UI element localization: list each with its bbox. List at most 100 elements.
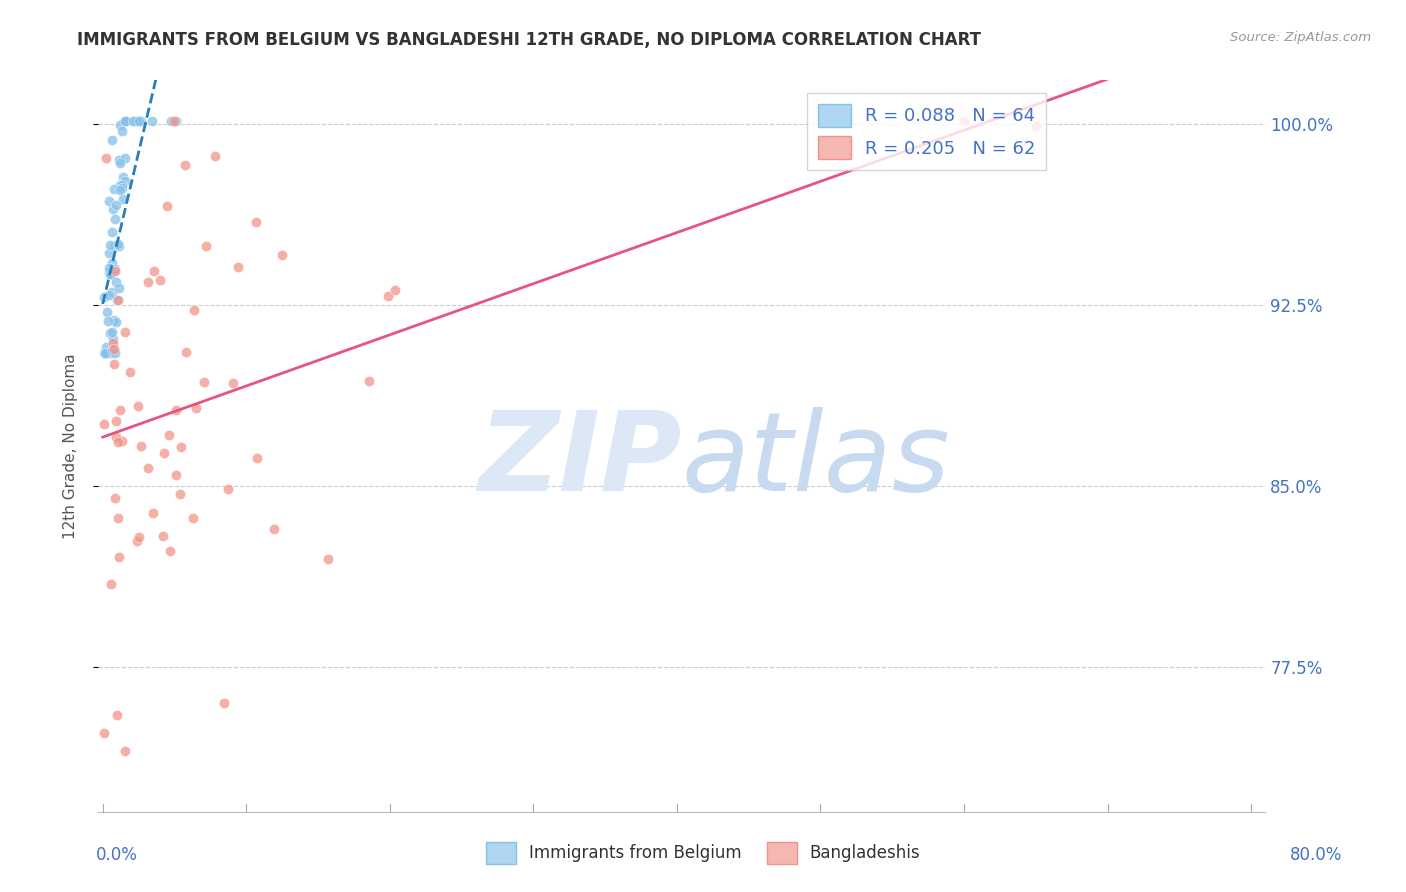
- Point: [111, 181, 134, 195]
- Point: [107, 239, 129, 253]
- Point: [165, 403, 187, 417]
- Point: [101, 325, 124, 339]
- Point: [122, 114, 145, 128]
- Point: [101, 202, 124, 216]
- Point: [94, 346, 117, 360]
- Point: [105, 708, 128, 723]
- Point: [359, 374, 381, 388]
- Point: [114, 174, 136, 188]
- Point: [101, 336, 124, 351]
- Point: [104, 315, 127, 329]
- Point: [270, 248, 292, 262]
- Point: [128, 114, 150, 128]
- Point: [97, 314, 120, 328]
- Point: [173, 158, 195, 172]
- Point: [104, 212, 127, 227]
- Point: [181, 510, 204, 524]
- Point: [141, 114, 163, 128]
- Point: [136, 275, 159, 289]
- Point: [114, 152, 136, 166]
- Point: [103, 238, 125, 252]
- Point: [103, 342, 125, 356]
- Point: [104, 261, 127, 276]
- Point: [193, 375, 215, 389]
- Point: [107, 293, 129, 307]
- Point: [246, 450, 269, 465]
- Point: [153, 446, 176, 460]
- Point: [142, 506, 165, 520]
- Point: [136, 460, 159, 475]
- Point: [1025, 119, 1047, 133]
- Point: [101, 133, 124, 147]
- Point: [953, 114, 976, 128]
- Point: [212, 696, 235, 710]
- Point: [100, 267, 122, 281]
- Point: [114, 744, 136, 758]
- Point: [98, 287, 121, 301]
- Text: IMMIGRANTS FROM BELGIUM VS BANGLADESHI 12TH GRADE, NO DIPLOMA CORRELATION CHART: IMMIGRANTS FROM BELGIUM VS BANGLADESHI 1…: [77, 31, 981, 49]
- Point: [112, 192, 135, 206]
- Point: [165, 468, 187, 483]
- Point: [129, 438, 152, 452]
- Point: [108, 156, 131, 170]
- Point: [163, 114, 186, 128]
- Point: [101, 343, 124, 357]
- Point: [111, 434, 134, 448]
- Point: [204, 148, 226, 162]
- Point: [128, 530, 150, 544]
- Point: [110, 403, 132, 417]
- Point: [159, 114, 181, 128]
- Point: [108, 281, 131, 295]
- Point: [169, 440, 191, 454]
- Point: [100, 577, 122, 591]
- Point: [149, 273, 172, 287]
- Point: [96, 346, 118, 360]
- Point: [104, 275, 127, 289]
- Point: [100, 346, 122, 360]
- Point: [104, 264, 127, 278]
- Point: [108, 178, 131, 192]
- Point: [94, 346, 117, 360]
- Text: ZIP: ZIP: [478, 407, 682, 514]
- Point: [184, 401, 207, 415]
- Point: [129, 114, 152, 128]
- Point: [226, 260, 249, 275]
- Point: [111, 124, 134, 138]
- Point: [94, 340, 117, 354]
- Point: [108, 153, 131, 168]
- Point: [104, 414, 127, 428]
- Legend: Immigrants from Belgium, Bangladeshis: Immigrants from Belgium, Bangladeshis: [479, 836, 927, 871]
- Point: [103, 182, 125, 196]
- Point: [222, 376, 245, 390]
- Point: [108, 183, 131, 197]
- Point: [111, 178, 134, 192]
- Point: [97, 194, 120, 209]
- Text: Source: ZipAtlas.com: Source: ZipAtlas.com: [1230, 31, 1371, 45]
- Point: [96, 346, 118, 360]
- Point: [98, 267, 121, 281]
- Point: [101, 225, 124, 239]
- Point: [169, 487, 191, 501]
- Point: [111, 170, 134, 185]
- Point: [194, 239, 217, 253]
- Point: [114, 114, 136, 128]
- Point: [127, 114, 149, 128]
- Point: [377, 289, 399, 303]
- Point: [316, 552, 339, 566]
- Point: [103, 358, 125, 372]
- Point: [108, 550, 131, 565]
- Point: [124, 114, 146, 128]
- Point: [183, 303, 205, 318]
- Text: atlas: atlas: [682, 407, 950, 514]
- Point: [93, 726, 115, 740]
- Point: [217, 482, 239, 496]
- Point: [165, 114, 187, 128]
- Point: [93, 346, 115, 360]
- Point: [105, 293, 128, 307]
- Point: [245, 214, 267, 228]
- Point: [152, 529, 174, 543]
- Text: 0.0%: 0.0%: [96, 846, 138, 863]
- Point: [101, 332, 124, 346]
- Point: [176, 345, 198, 359]
- Point: [156, 198, 179, 212]
